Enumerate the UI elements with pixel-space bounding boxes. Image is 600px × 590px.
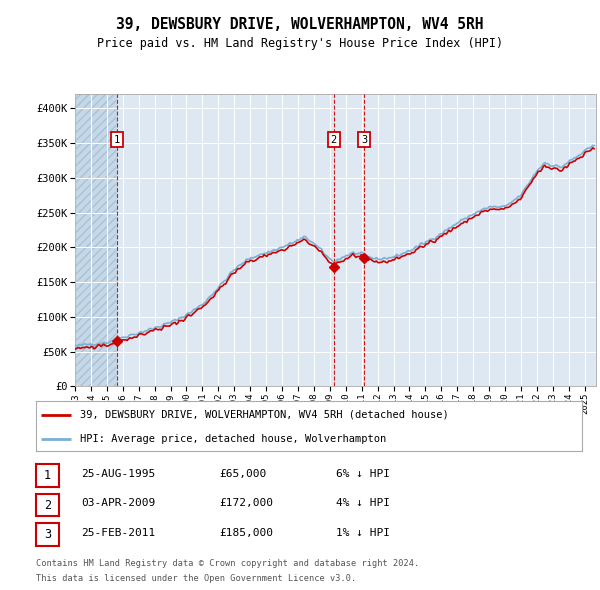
- Text: 2: 2: [44, 499, 51, 512]
- Text: 39, DEWSBURY DRIVE, WOLVERHAMPTON, WV4 5RH: 39, DEWSBURY DRIVE, WOLVERHAMPTON, WV4 5…: [116, 17, 484, 31]
- Text: 6% ↓ HPI: 6% ↓ HPI: [336, 469, 390, 478]
- Bar: [75, 94, 116, 386]
- Text: Contains HM Land Registry data © Crown copyright and database right 2024.: Contains HM Land Registry data © Crown c…: [36, 559, 419, 568]
- Text: 25-FEB-2011: 25-FEB-2011: [81, 528, 155, 537]
- Text: 3: 3: [361, 135, 367, 145]
- Text: 25-AUG-1995: 25-AUG-1995: [81, 469, 155, 478]
- Text: £65,000: £65,000: [219, 469, 266, 478]
- Text: HPI: Average price, detached house, Wolverhampton: HPI: Average price, detached house, Wolv…: [80, 434, 386, 444]
- Text: 1: 1: [44, 469, 51, 482]
- Bar: [75, 94, 116, 386]
- Text: 4% ↓ HPI: 4% ↓ HPI: [336, 499, 390, 508]
- Text: 1: 1: [114, 135, 121, 145]
- Text: £185,000: £185,000: [219, 528, 273, 537]
- Text: 2: 2: [331, 135, 337, 145]
- Text: 03-APR-2009: 03-APR-2009: [81, 499, 155, 508]
- Text: Price paid vs. HM Land Registry's House Price Index (HPI): Price paid vs. HM Land Registry's House …: [97, 37, 503, 50]
- Text: 3: 3: [44, 528, 51, 541]
- Text: £172,000: £172,000: [219, 499, 273, 508]
- Text: 1% ↓ HPI: 1% ↓ HPI: [336, 528, 390, 537]
- Text: 39, DEWSBURY DRIVE, WOLVERHAMPTON, WV4 5RH (detached house): 39, DEWSBURY DRIVE, WOLVERHAMPTON, WV4 5…: [80, 409, 448, 419]
- Text: This data is licensed under the Open Government Licence v3.0.: This data is licensed under the Open Gov…: [36, 574, 356, 583]
